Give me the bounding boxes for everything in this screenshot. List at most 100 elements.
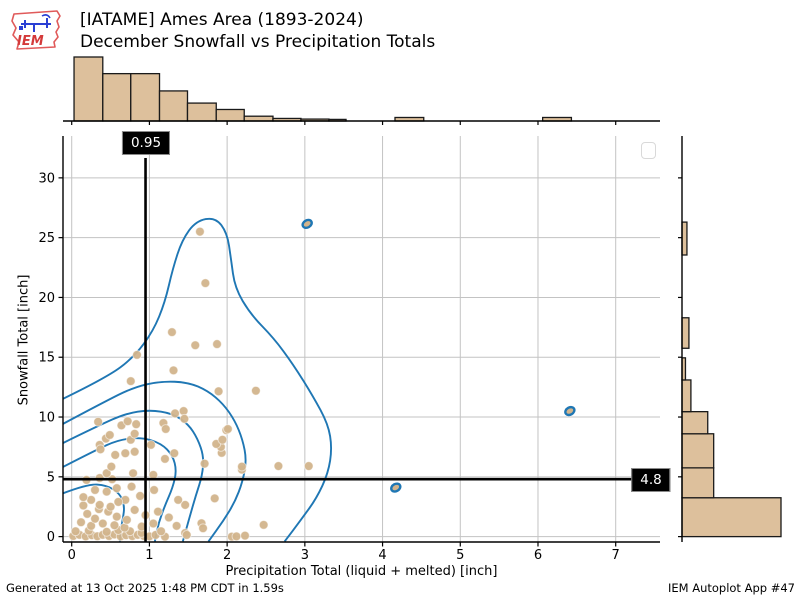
scatter-point — [129, 428, 140, 439]
crosshair-y-value-box: 4.8 — [631, 468, 671, 492]
x-axis-label: Precipitation Total (liquid + melted) [i… — [225, 564, 498, 579]
gridlines — [63, 136, 660, 542]
scatter-point — [104, 430, 115, 440]
scatter-point — [93, 416, 104, 427]
scatter-point — [90, 513, 100, 524]
highlighted-point — [564, 405, 576, 417]
scatter-point — [135, 491, 145, 501]
top-histogram-bar — [73, 56, 104, 122]
top-histogram-bar — [102, 72, 132, 122]
scatter-point — [181, 530, 192, 540]
scatter-point — [148, 518, 159, 529]
top-histogram-bar — [158, 90, 189, 122]
scatter-point — [171, 520, 182, 531]
scatter-point — [153, 506, 163, 517]
right-histogram-bar — [681, 433, 715, 469]
scatter-point — [258, 519, 269, 530]
right-histogram-bar — [681, 497, 782, 538]
scatter-point — [199, 458, 210, 469]
tick-labels: 0 1 2 3 4 5 6 7 0 5 10 15 20 25 30 — [38, 171, 619, 563]
scatter-point — [212, 339, 222, 349]
scatter-points — [68, 226, 314, 542]
scatter-point — [195, 226, 205, 237]
scatter-point — [169, 448, 180, 459]
y-tick-label: 5 — [47, 470, 55, 485]
scatter-point — [128, 468, 138, 479]
scatter-point — [101, 526, 112, 537]
highlighted-point — [301, 218, 313, 230]
scatter-point — [236, 461, 247, 472]
scatter-point — [101, 486, 112, 497]
scatter-point — [82, 508, 93, 519]
scatter-point — [167, 327, 177, 338]
logo-text: IEM — [17, 34, 44, 49]
x-tick-label: 2 — [223, 548, 231, 563]
right-histogram-bar — [681, 467, 715, 499]
scatter-point — [90, 485, 100, 495]
scatter-point — [125, 376, 136, 387]
scatter-point — [160, 453, 170, 464]
y-axis-label: Snowfall Total [inch] — [16, 274, 32, 406]
spines — [62, 120, 683, 543]
iem-logo: IEM — [11, 10, 61, 50]
scatter-point — [231, 531, 242, 542]
x-tick-label: 1 — [145, 548, 153, 563]
scatter-point — [122, 416, 133, 427]
kde-contour-line — [63, 409, 205, 542]
top-histogram — [73, 56, 573, 122]
chart-title-line2: December Snowfall vs Precipitation Total… — [80, 32, 436, 52]
scatter-point — [173, 495, 184, 505]
scatter-point — [250, 385, 261, 396]
scatter-point — [113, 497, 124, 507]
scatter-point — [129, 505, 140, 515]
scatter-point — [121, 514, 132, 525]
y-tick-label: 25 — [38, 231, 55, 246]
scatter-point — [190, 340, 201, 351]
y-tick-label: 20 — [38, 291, 55, 306]
highlighted-points — [301, 218, 576, 493]
scatter-point — [78, 492, 89, 503]
scatter-point — [110, 450, 121, 460]
x-tick-label: 6 — [534, 548, 542, 563]
scatter-point — [160, 424, 171, 434]
top-histogram-bar — [186, 102, 217, 122]
scatter-point — [240, 530, 250, 541]
scatter-point — [303, 461, 314, 471]
scatter-point — [126, 481, 137, 492]
scatter-point — [109, 520, 120, 531]
top-histogram-bar — [130, 72, 161, 122]
scatter-point — [223, 424, 233, 434]
crosshair-x-value-box: 0.95 — [121, 131, 171, 155]
scatter-point — [163, 512, 174, 523]
highlighted-point — [390, 482, 402, 493]
right-histogram-bar — [681, 317, 690, 349]
y-tick-label: 10 — [38, 411, 55, 426]
top-histogram-bar — [215, 108, 245, 122]
scatter-point — [97, 518, 108, 529]
scatter-point — [180, 500, 191, 510]
scatter-point — [95, 444, 106, 455]
scatter-point — [106, 461, 117, 472]
app-credit: IEM Autoplot App #47 — [667, 581, 795, 595]
scatter-point — [132, 349, 142, 360]
scatter-point — [200, 278, 211, 288]
kde-contour-line — [63, 380, 247, 542]
y-tick-label: 30 — [38, 171, 55, 186]
y-tick-label: 0 — [47, 530, 55, 545]
x-tick-label: 3 — [301, 548, 309, 563]
scatter-point — [213, 386, 224, 397]
y-tick-label: 15 — [38, 351, 55, 366]
tick-marks — [58, 121, 682, 547]
generated-timestamp: Generated at 13 Oct 2025 1:48 PM CDT in … — [6, 581, 284, 595]
scatter-point — [129, 446, 140, 457]
x-tick-label: 5 — [456, 548, 464, 563]
scatter-point — [179, 413, 190, 424]
scatter-point — [70, 526, 81, 537]
right-histogram-bar — [681, 379, 692, 413]
scatter-point — [198, 523, 208, 534]
scatter-point — [111, 483, 122, 494]
scatter-point — [156, 526, 166, 537]
scatter-point — [120, 448, 131, 459]
scatter-point — [217, 434, 228, 445]
